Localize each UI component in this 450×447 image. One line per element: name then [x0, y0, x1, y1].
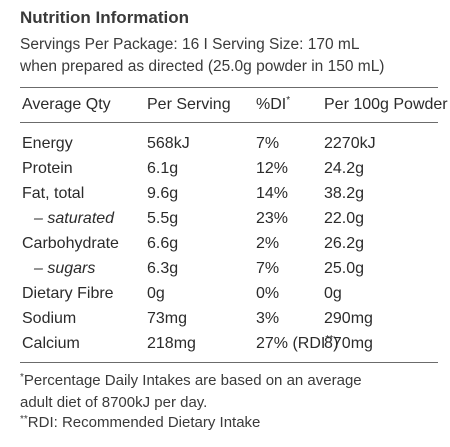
row-percent-di-value: 27% (RDI: [256, 335, 326, 352]
row-per-100g: 2270kJ: [324, 135, 376, 152]
table-row: Sodium 73mg 3% 290mg: [20, 306, 438, 331]
row-per-serving: 6.1g: [147, 160, 179, 177]
row-per-100g: 25.0g: [324, 260, 365, 277]
row-percent-di: 3%: [256, 310, 280, 327]
row-percent-di: 7%: [256, 135, 280, 152]
row-per-serving: 6.3g: [147, 260, 179, 277]
row-per-serving: 0g: [147, 285, 165, 302]
rdi-close: ): [333, 335, 339, 352]
servings-info: Servings Per Package: 16 I Serving Size:…: [20, 34, 438, 78]
header-per-100g: Per 100g Powder: [324, 96, 448, 113]
row-name: Dietary Fibre: [22, 285, 114, 302]
row-name: – sugars: [34, 260, 96, 277]
row-name: Sodium: [22, 310, 77, 327]
header-percent-di: %DI*: [256, 88, 290, 122]
table-row: – saturated 5.5g 23% 22.0g: [20, 206, 438, 231]
row-percent-di: 7%: [256, 260, 280, 277]
footnotes: *Percentage Daily Intakes are based on a…: [20, 371, 438, 435]
table-row: Energy 568kJ 7% 2270kJ: [20, 131, 438, 156]
row-per-100g: 24.2g: [324, 160, 365, 177]
row-per-serving: 73mg: [147, 310, 188, 327]
row-per-100g: 290mg: [324, 310, 373, 327]
header-per-serving: Per Serving: [147, 96, 231, 113]
row-per-serving: 5.5g: [147, 210, 179, 227]
footnote-rdi-mark: **: [20, 414, 28, 425]
servings-line-1: Servings Per Package: 16 I Serving Size:…: [20, 36, 360, 53]
row-per-100g: 0g: [324, 285, 342, 302]
row-name: Fat, total: [22, 185, 85, 202]
servings-line-2: when prepared as directed (25.0g powder …: [20, 58, 385, 75]
row-per-serving: 568kJ: [147, 135, 190, 152]
row-per-serving: 218mg: [147, 335, 196, 352]
row-name: Carbohydrate: [22, 235, 119, 252]
row-per-100g: 22.0g: [324, 210, 365, 227]
row-name: Energy: [22, 135, 73, 152]
footnote-pdi: *Percentage Daily Intakes are based on a…: [20, 371, 438, 393]
table-row: – sugars 6.3g 7% 25.0g: [20, 256, 438, 281]
footnote-rdi: **RDI: Recommended Dietary Intake: [20, 413, 438, 435]
row-percent-di: 0%: [256, 285, 280, 302]
rdi-mark: **: [325, 334, 334, 345]
nutrition-panel: Nutrition Information Servings Per Packa…: [20, 6, 448, 435]
row-percent-di: 2%: [256, 235, 280, 252]
table-row: Carbohydrate 6.6g 2% 26.2g: [20, 231, 438, 256]
header-percent-di-mark: *: [286, 95, 291, 106]
row-percent-di: 27% (RDI**): [256, 331, 338, 356]
row-percent-di: 12%: [256, 160, 289, 177]
table-row: Protein 6.1g 12% 24.2g: [20, 156, 438, 181]
footnote-rdi-text: RDI: Recommended Dietary Intake: [27, 414, 261, 431]
divider-header: [20, 122, 438, 123]
row-per-100g: 38.2g: [324, 185, 365, 202]
row-per-100g: 26.2g: [324, 235, 365, 252]
row-name: Calcium: [22, 335, 80, 352]
table-row: Calcium 218mg 27% (RDI**) 870mg: [20, 331, 438, 356]
table-row: Fat, total 9.6g 14% 38.2g: [20, 181, 438, 206]
row-name: – saturated: [34, 210, 115, 227]
row-per-serving: 6.6g: [147, 235, 179, 252]
table-row: Dietary Fibre 0g 0% 0g: [20, 281, 438, 306]
row-percent-di: 14%: [256, 185, 289, 202]
divider-top: [20, 87, 438, 88]
header-average-qty: Average Qty: [22, 96, 111, 113]
panel-title: Nutrition Information: [20, 8, 190, 27]
footnote-pdi-line-1: Percentage Daily Intakes are based on an…: [23, 372, 362, 389]
divider-bottom: [20, 362, 438, 363]
table-body: Energy 568kJ 7% 2270kJ Protein 6.1g 12% …: [20, 123, 438, 362]
row-percent-di: 23%: [256, 210, 289, 227]
footnote-pdi-line-2: adult diet of 8700kJ per day.: [20, 394, 208, 411]
row-per-serving: 9.6g: [147, 185, 179, 202]
row-per-100g: 870mg: [324, 335, 373, 352]
footnote-pdi-mark: *: [20, 372, 24, 383]
row-name: Protein: [22, 160, 73, 177]
header-percent-di-label: %DI: [256, 96, 287, 113]
table-header: Average Qty Per Serving %DI* Per 100g Po…: [20, 88, 448, 122]
